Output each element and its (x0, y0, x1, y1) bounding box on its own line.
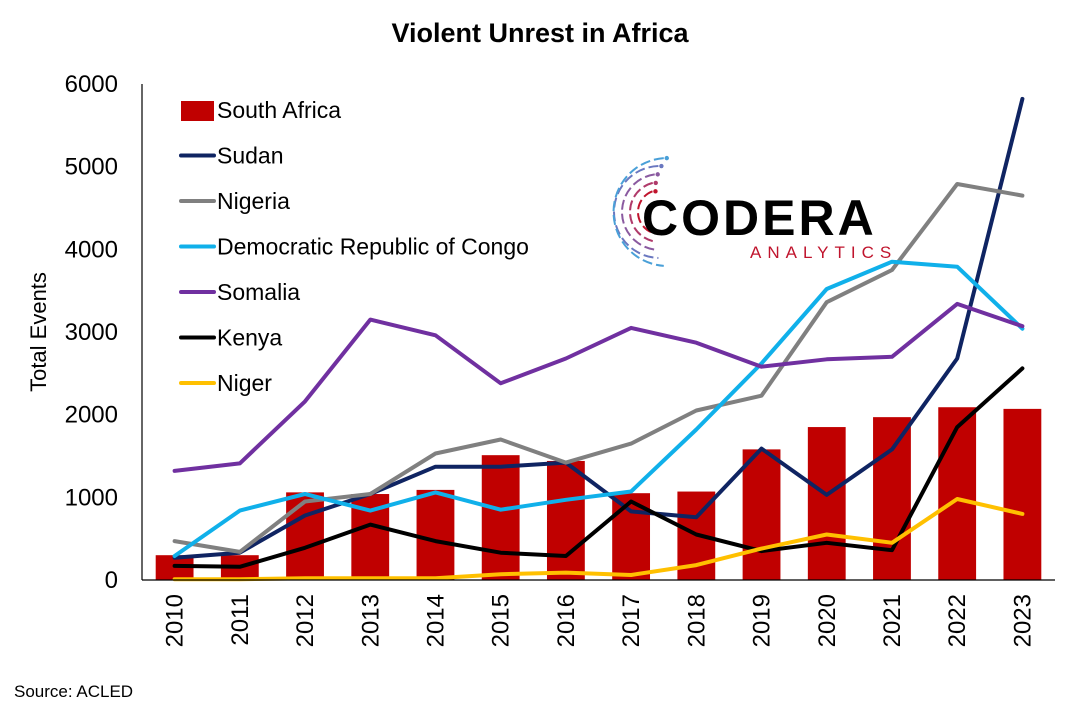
codera-logo: CODERA ANALYTICS (612, 155, 897, 267)
x-tick-label: 2023 (1009, 594, 1036, 647)
series-line-sudan (172, 96, 1025, 560)
x-tick-label: 2019 (749, 594, 776, 647)
y-tick-label: 2000 (65, 402, 118, 429)
logo-dot (664, 155, 669, 161)
logo-subtitle: ANALYTICS (750, 243, 897, 262)
legend-label-somalia: Somalia (217, 279, 300, 305)
legend-swatch-south-africa (181, 101, 214, 121)
legend-label-democratic-republic-of-congo: Democratic Republic of Congo (217, 234, 529, 260)
y-tick-label: 1000 (65, 484, 118, 511)
lines-layer (172, 96, 1025, 582)
logo-dot (653, 180, 658, 186)
bar-south-africa (807, 427, 846, 580)
y-tick-label: 3000 (65, 319, 118, 346)
logo-name: CODERA (642, 190, 877, 246)
x-tick-label: 2018 (683, 594, 710, 647)
bar-south-africa (873, 417, 911, 580)
legend-label-kenya: Kenya (217, 325, 282, 351)
x-tick-label: 2014 (422, 594, 449, 647)
x-tick-label: 2021 (879, 594, 906, 647)
logo-arc (621, 173, 655, 251)
series-line-kenya (172, 366, 1025, 569)
codera-logo-mark (612, 155, 669, 267)
chart-title: Violent Unrest in Africa (391, 18, 689, 48)
x-tick-label: 2015 (488, 594, 515, 647)
x-tick-label: 2011 (227, 594, 254, 646)
y-tick-label: 5000 (65, 154, 118, 181)
y-tick-label: 4000 (65, 236, 118, 263)
bar-south-africa (416, 489, 455, 580)
legend-label-nigeria: Nigeria (217, 188, 290, 214)
bar-south-africa (481, 455, 520, 580)
logo-arc (613, 165, 659, 259)
x-tick-label: 2020 (814, 594, 841, 647)
logo-dot (655, 172, 660, 177)
logo-dot (659, 163, 664, 169)
x-tick-labels: 2010 2011 2012 2013 2014 2015 2016 2017 2018 2019… (162, 594, 1037, 647)
series-line-democratic-republic-of-congo (172, 259, 1025, 558)
source-note: Source: ACLED (14, 682, 133, 701)
legend-label-sudan: Sudan (217, 143, 284, 169)
series-line-niger (172, 497, 1025, 582)
legend: South Africa Sudan Nigeria Democratic Repub… (179, 97, 529, 396)
bar-south-africa (1003, 408, 1042, 580)
y-axis-label: Total Events (26, 272, 51, 392)
bar-south-africa (286, 492, 324, 580)
x-tick-label: 2013 (357, 594, 384, 647)
series-line-somalia (172, 301, 1025, 473)
bar-south-africa (742, 449, 781, 580)
logo-dot (653, 189, 658, 194)
y-tick-label: 0 (105, 567, 118, 594)
x-tick-label: 2022 (944, 594, 971, 647)
bar-south-africa (546, 460, 585, 580)
series-line-nigeria (172, 182, 1025, 554)
logo-arc (612, 157, 664, 267)
logo-arc (637, 190, 653, 234)
y-tick-labels: 0 1000 2000 3000 4000 5000 6000 (65, 71, 118, 594)
x-tick-label: 2017 (618, 594, 645, 647)
bar-south-africa (938, 407, 977, 580)
legend-label-south-africa: South Africa (217, 97, 341, 123)
y-tick-label: 6000 (65, 71, 118, 98)
x-tick-label: 2010 (162, 594, 189, 647)
x-tick-label: 2016 (553, 594, 580, 647)
x-tick-label: 2012 (292, 594, 319, 647)
legend-label-niger: Niger (217, 370, 272, 396)
